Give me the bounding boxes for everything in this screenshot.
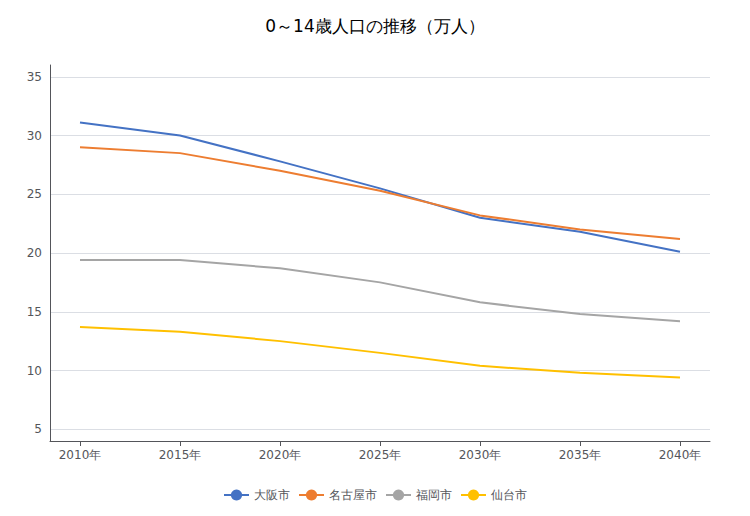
svg-text:2010年: 2010年 [59, 448, 102, 462]
svg-text:2035年: 2035年 [559, 448, 602, 462]
svg-text:2015年: 2015年 [159, 448, 202, 462]
svg-text:名古屋市: 名古屋市 [329, 488, 377, 502]
svg-text:10: 10 [27, 364, 42, 378]
svg-text:福岡市: 福岡市 [416, 488, 452, 502]
svg-text:仙台市: 仙台市 [491, 488, 527, 502]
svg-text:大阪市: 大阪市 [254, 488, 290, 502]
svg-text:5: 5 [34, 422, 42, 436]
svg-text:0～14歳人口の推移（万人）: 0～14歳人口の推移（万人） [265, 16, 484, 36]
svg-text:2040年: 2040年 [659, 448, 702, 462]
svg-text:15: 15 [27, 305, 42, 319]
svg-text:30: 30 [27, 129, 42, 143]
svg-text:2030年: 2030年 [459, 448, 502, 462]
svg-text:25: 25 [27, 187, 42, 201]
svg-text:20: 20 [27, 246, 42, 260]
svg-text:35: 35 [27, 70, 42, 84]
svg-text:2025年: 2025年 [359, 448, 402, 462]
svg-text:2020年: 2020年 [259, 448, 302, 462]
